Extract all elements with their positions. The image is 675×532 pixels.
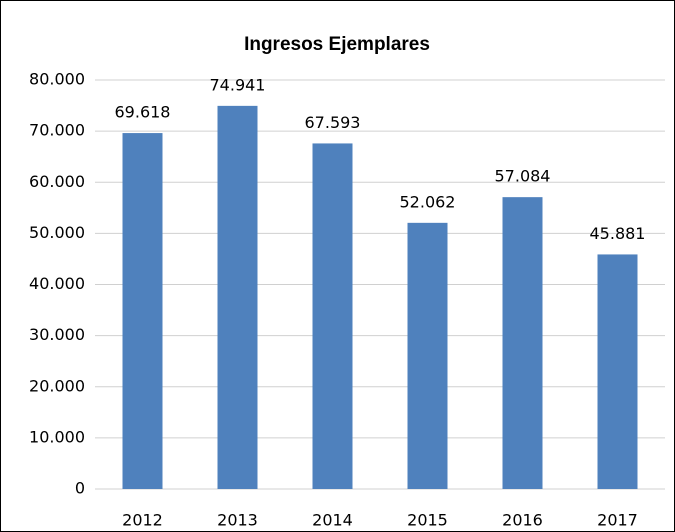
bar	[217, 105, 258, 489]
data-label: 74.941	[210, 75, 266, 94]
y-tick-label: 40.000	[29, 274, 85, 293]
bar	[407, 222, 448, 490]
x-tick-label: 2013	[217, 511, 258, 530]
data-label: 52.062	[400, 192, 456, 211]
y-tick-label: 0	[75, 479, 85, 498]
data-label: 69.618	[115, 103, 171, 122]
y-tick-label: 10.000	[29, 427, 85, 446]
x-tick-label: 2014	[312, 511, 353, 530]
y-tick-label: 70.000	[29, 121, 85, 140]
chart-title: Ingresos Ejemplares	[244, 34, 430, 55]
y-tick-label: 60.000	[29, 172, 85, 191]
x-tick-label: 2015	[407, 511, 448, 530]
y-tick-label: 20.000	[29, 376, 85, 395]
y-tick-label: 50.000	[29, 223, 85, 242]
data-label: 57.084	[495, 167, 551, 186]
y-tick-label: 80.000	[29, 70, 85, 89]
bar	[502, 197, 543, 489]
y-tick-label: 30.000	[29, 325, 85, 344]
x-tick-label: 2017	[597, 511, 638, 530]
bar	[597, 254, 638, 489]
bar	[122, 133, 163, 489]
x-tick-label: 2012	[122, 511, 163, 530]
data-label: 67.593	[305, 113, 361, 132]
x-tick-label: 2016	[502, 511, 543, 530]
data-label: 45.881	[590, 224, 646, 243]
bar	[312, 143, 353, 489]
